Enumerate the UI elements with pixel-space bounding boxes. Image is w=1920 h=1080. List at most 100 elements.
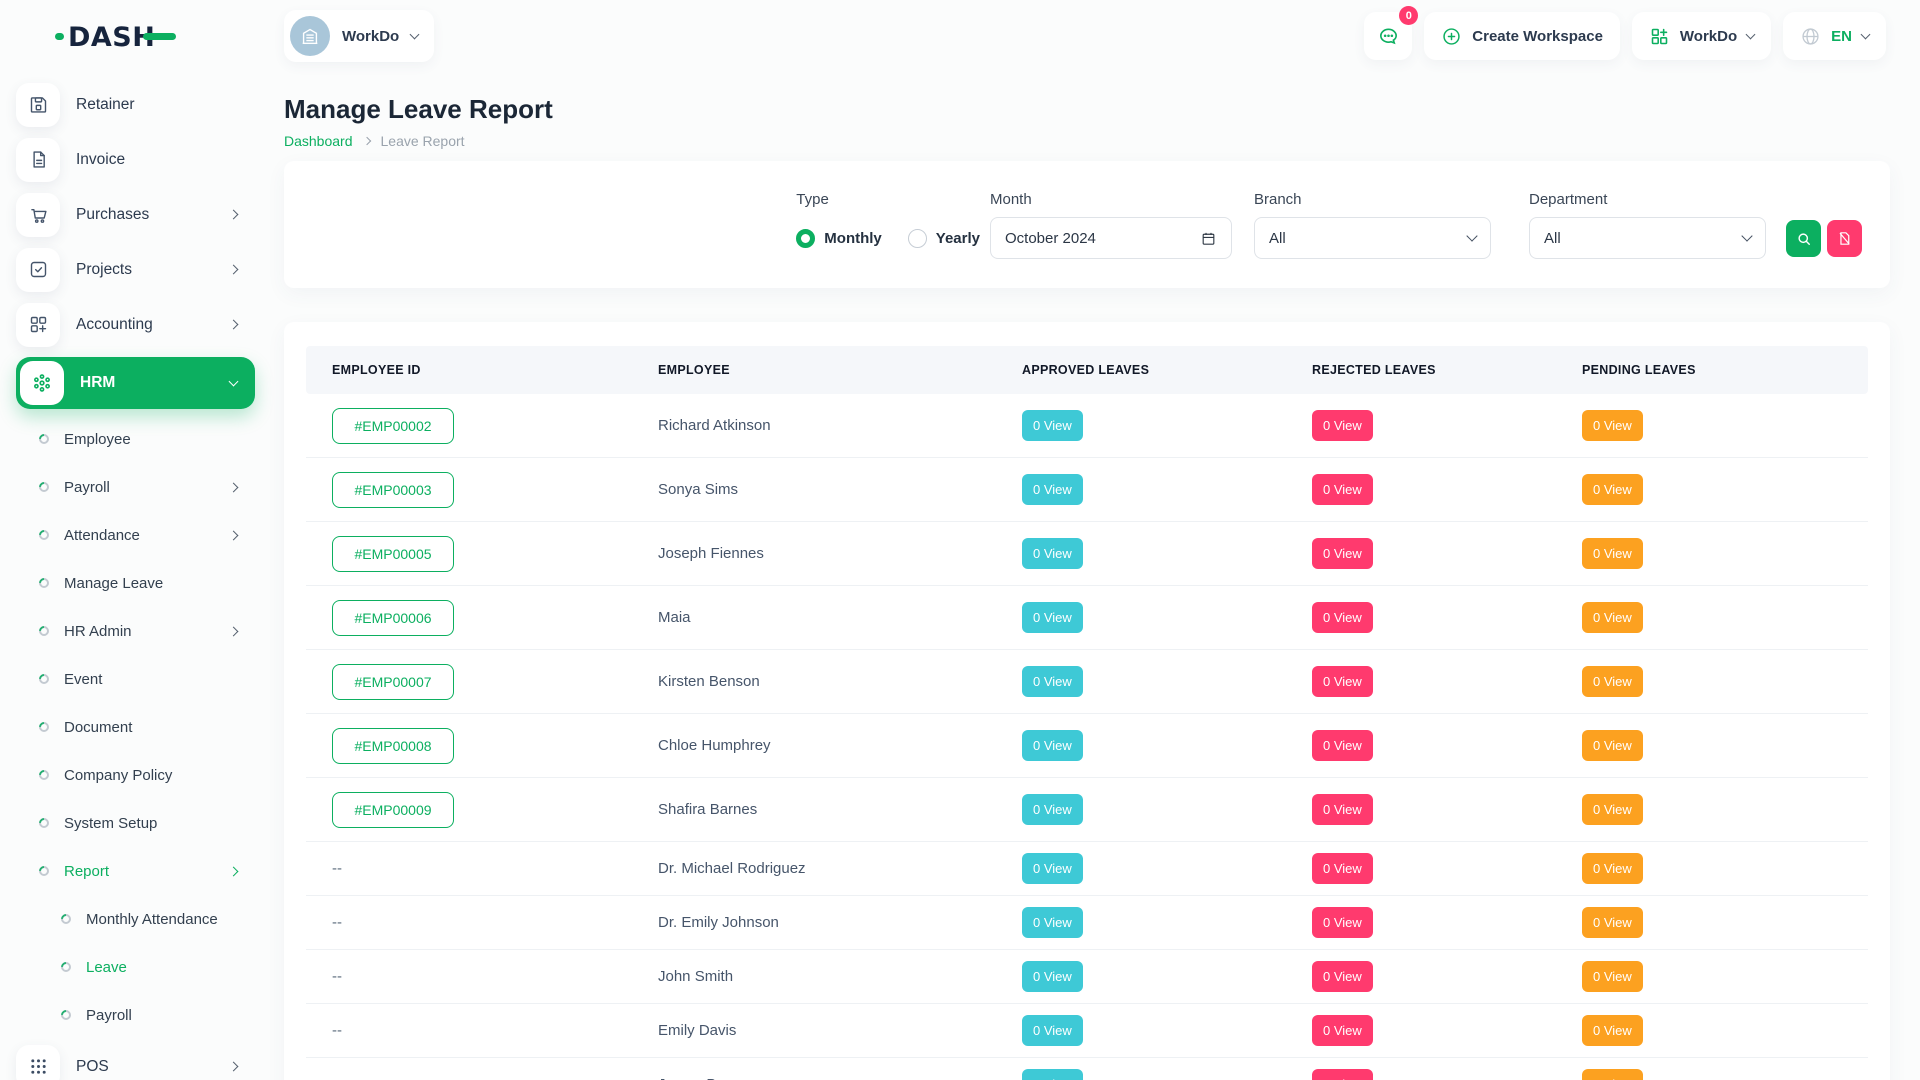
employee-id-button[interactable]: #EMP00007 — [332, 664, 454, 700]
sidebar-item-pos[interactable]: POS — [16, 1039, 255, 1080]
chevron-right-icon — [229, 210, 239, 220]
employee-id-cell: #EMP00005 — [306, 536, 658, 572]
pending-leaves-cell: 0 View — [1582, 1069, 1868, 1080]
workspace-selector[interactable]: WorkDo — [284, 10, 434, 62]
employee-id-button[interactable]: #EMP00003 — [332, 472, 454, 508]
rejected-view-badge[interactable]: 0 View — [1312, 961, 1373, 992]
sidebar-item-report[interactable]: Report — [16, 847, 255, 895]
month-input[interactable]: October 2024 — [990, 217, 1232, 259]
sidebar-item-purchases[interactable]: Purchases — [16, 187, 255, 242]
pending-view-badge[interactable]: 0 View — [1582, 1015, 1643, 1046]
branch-filter-group: Branch All — [1254, 191, 1491, 259]
bullet-icon — [37, 672, 51, 686]
approved-view-badge[interactable]: 0 View — [1022, 1069, 1083, 1080]
pending-view-badge[interactable]: 0 View — [1582, 602, 1643, 633]
employee-id-button[interactable]: #EMP00009 — [332, 792, 454, 828]
pending-view-badge[interactable]: 0 View — [1582, 666, 1643, 697]
main-content: Manage Leave Report Dashboard Leave Repo… — [255, 72, 1920, 1080]
sidebar-item-manage-leave[interactable]: Manage Leave — [16, 559, 255, 607]
sidebar-item-attendance[interactable]: Attendance — [16, 511, 255, 559]
branch-select[interactable]: All — [1254, 217, 1491, 259]
approved-leaves-cell: 0 View — [1022, 907, 1312, 938]
bullet-icon — [59, 1008, 73, 1022]
pending-view-badge[interactable]: 0 View — [1582, 474, 1643, 505]
rejected-view-badge[interactable]: 0 View — [1312, 907, 1373, 938]
sidebar-item-company-policy[interactable]: Company Policy — [16, 751, 255, 799]
approved-view-badge[interactable]: 0 View — [1022, 1015, 1083, 1046]
app-logo[interactable]: DASH — [55, 18, 284, 54]
sidebar-item-event[interactable]: Event — [16, 655, 255, 703]
table-row: #EMP00003Sonya Sims0 View0 View0 View — [306, 458, 1868, 522]
sidebar-item-label: Company Policy — [64, 767, 172, 784]
employee-id-button[interactable]: #EMP00002 — [332, 408, 454, 444]
pending-view-badge[interactable]: 0 View — [1582, 730, 1643, 761]
messages-button[interactable]: 0 — [1364, 12, 1412, 60]
retainer-icon — [16, 83, 60, 127]
rejected-view-badge[interactable]: 0 View — [1312, 474, 1373, 505]
approved-view-badge[interactable]: 0 View — [1022, 602, 1083, 633]
approved-view-badge[interactable]: 0 View — [1022, 794, 1083, 825]
approved-view-badge[interactable]: 0 View — [1022, 474, 1083, 505]
sidebar-item-monthly-attendance[interactable]: Monthly Attendance — [16, 895, 255, 943]
language-selector[interactable]: EN — [1783, 12, 1886, 60]
department-select[interactable]: All — [1529, 217, 1766, 259]
rejected-view-badge[interactable]: 0 View — [1312, 666, 1373, 697]
approved-view-badge[interactable]: 0 View — [1022, 907, 1083, 938]
app-switcher-label: WorkDo — [1680, 28, 1737, 45]
sidebar-item-projects[interactable]: Projects — [16, 242, 255, 297]
rejected-view-badge[interactable]: 0 View — [1312, 538, 1373, 569]
approved-leaves-cell: 0 View — [1022, 853, 1312, 884]
rejected-leaves-cell: 0 View — [1312, 666, 1582, 697]
create-workspace-button[interactable]: Create Workspace — [1424, 12, 1620, 60]
approved-view-badge[interactable]: 0 View — [1022, 410, 1083, 441]
invoice-icon — [16, 138, 60, 182]
employee-id-button[interactable]: #EMP00006 — [332, 600, 454, 636]
create-workspace-label: Create Workspace — [1472, 28, 1603, 45]
approved-view-badge[interactable]: 0 View — [1022, 853, 1083, 884]
sidebar-item-hrm[interactable]: HRM — [16, 357, 255, 409]
chevron-right-icon — [229, 320, 239, 330]
sidebar-item-employee[interactable]: Employee — [16, 415, 255, 463]
rejected-view-badge[interactable]: 0 View — [1312, 602, 1373, 633]
sidebar-item-payroll[interactable]: Payroll — [16, 991, 255, 1039]
rejected-view-badge[interactable]: 0 View — [1312, 410, 1373, 441]
sidebar-item-invoice[interactable]: Invoice — [16, 132, 255, 187]
search-button[interactable] — [1786, 220, 1821, 257]
pending-view-badge[interactable]: 0 View — [1582, 1069, 1643, 1080]
pending-view-badge[interactable]: 0 View — [1582, 538, 1643, 569]
radio-monthly[interactable]: Monthly — [796, 229, 882, 248]
pending-view-badge[interactable]: 0 View — [1582, 410, 1643, 441]
breadcrumb-dashboard-link[interactable]: Dashboard — [284, 133, 353, 149]
reset-button[interactable] — [1827, 220, 1862, 257]
radio-yearly[interactable]: Yearly — [908, 229, 980, 248]
pending-view-badge[interactable]: 0 View — [1582, 853, 1643, 884]
rejected-view-badge[interactable]: 0 View — [1312, 1069, 1373, 1080]
rejected-view-badge[interactable]: 0 View — [1312, 730, 1373, 761]
column-approved-leaves: APPROVED LEAVES — [1022, 363, 1312, 377]
sidebar-item-payroll[interactable]: Payroll — [16, 463, 255, 511]
employee-id-button[interactable]: #EMP00008 — [332, 728, 454, 764]
month-value: October 2024 — [1005, 230, 1096, 247]
approved-view-badge[interactable]: 0 View — [1022, 538, 1083, 569]
app-switcher-button[interactable]: WorkDo — [1632, 12, 1771, 60]
pending-view-badge[interactable]: 0 View — [1582, 794, 1643, 825]
rejected-view-badge[interactable]: 0 View — [1312, 853, 1373, 884]
pending-view-badge[interactable]: 0 View — [1582, 961, 1643, 992]
approved-view-badge[interactable]: 0 View — [1022, 961, 1083, 992]
sidebar-item-leave[interactable]: Leave — [16, 943, 255, 991]
employee-id-button[interactable]: #EMP00005 — [332, 536, 454, 572]
sidebar-item-accounting[interactable]: Accounting — [16, 297, 255, 352]
accounting-icon — [16, 303, 60, 347]
sidebar-item-retainer[interactable]: Retainer — [16, 77, 255, 132]
pending-view-badge[interactable]: 0 View — [1582, 907, 1643, 938]
sidebar-item-system-setup[interactable]: System Setup — [16, 799, 255, 847]
approved-view-badge[interactable]: 0 View — [1022, 666, 1083, 697]
rejected-view-badge[interactable]: 0 View — [1312, 1015, 1373, 1046]
approved-view-badge[interactable]: 0 View — [1022, 730, 1083, 761]
sidebar-item-document[interactable]: Document — [16, 703, 255, 751]
sidebar-item-hr-admin[interactable]: HR Admin — [16, 607, 255, 655]
branch-label: Branch — [1254, 191, 1491, 208]
rejected-view-badge[interactable]: 0 View — [1312, 794, 1373, 825]
approved-leaves-cell: 0 View — [1022, 794, 1312, 825]
employee-id-cell: #EMP00008 — [306, 728, 658, 764]
